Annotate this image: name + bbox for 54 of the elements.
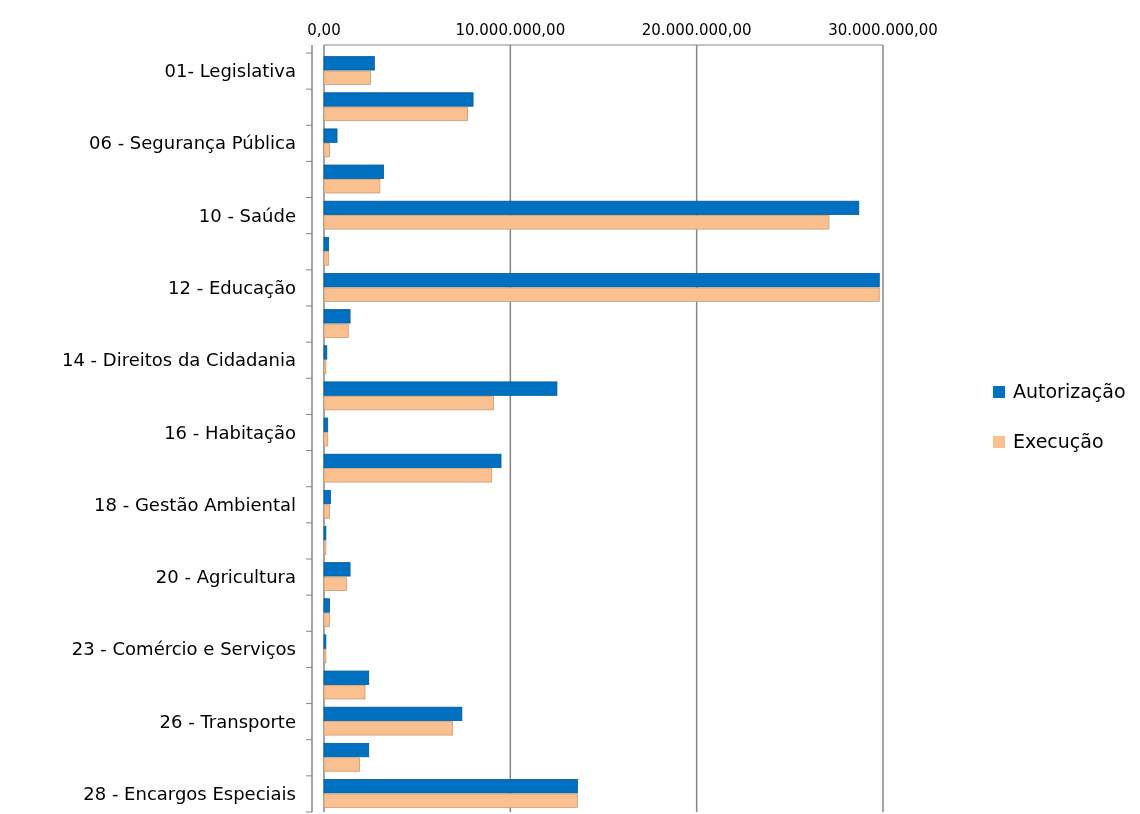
- legend-label: Execução: [1013, 430, 1104, 452]
- bar: [323, 381, 558, 396]
- bar: [323, 345, 328, 360]
- bar: [323, 742, 370, 758]
- bar: [323, 70, 371, 85]
- bar: [323, 179, 381, 194]
- bar: [323, 273, 880, 288]
- bar: [323, 417, 329, 432]
- x-tick-label: 0,00: [307, 21, 341, 39]
- y-tick-label: 06 - Segurança Pública: [89, 132, 296, 154]
- bar: [323, 309, 351, 324]
- bar: [323, 164, 385, 179]
- bar: [323, 504, 330, 519]
- y-tick-label: 23 - Comércio e Serviços: [71, 638, 296, 660]
- legend-label: Autorização: [1013, 380, 1126, 402]
- y-tick-label: 12 - Educação: [168, 276, 296, 298]
- y-tick-label: 26 - Transporte: [159, 710, 296, 732]
- bar: [323, 793, 578, 808]
- bar: [323, 576, 347, 591]
- y-tick-label: 14 - Direitos da Cidadania: [61, 349, 296, 371]
- bar: [323, 432, 329, 447]
- bar: [323, 453, 502, 469]
- bar: [323, 92, 474, 107]
- bar: [323, 106, 468, 122]
- bar: [323, 287, 880, 302]
- bar: [323, 251, 330, 266]
- bar: [323, 706, 463, 722]
- bar: [323, 142, 330, 158]
- bar: [323, 236, 330, 252]
- bar: [323, 323, 349, 338]
- bar: [323, 468, 493, 483]
- bar: [323, 721, 453, 736]
- y-tick-label: 16 - Habitação: [164, 421, 296, 443]
- bar: [323, 757, 360, 772]
- y-tick-label: 18 - Gestão Ambiental: [94, 493, 296, 515]
- bar: [323, 56, 375, 71]
- x-tick-label: 20.000.000,00: [641, 21, 752, 39]
- bar: [323, 779, 578, 794]
- x-tick-label: 10.000.000,00: [455, 21, 566, 39]
- bar: [323, 598, 330, 613]
- x-tick-label: 30.000.000,00: [828, 21, 938, 39]
- y-tick-label: 01- Legislativa: [164, 60, 296, 82]
- bar: [323, 612, 330, 628]
- bar: [323, 200, 860, 216]
- bar: [323, 395, 494, 411]
- bar: [323, 128, 338, 143]
- y-tick-label: 10 - Saúde: [198, 204, 296, 226]
- bar: [323, 685, 366, 700]
- bar: [323, 670, 370, 685]
- bar: [323, 215, 830, 230]
- bar: [323, 562, 351, 577]
- y-tick-label: 20 - Agricultura: [155, 566, 296, 588]
- y-tick-label: 28 - Encargos Especiais: [83, 782, 296, 804]
- bar: [323, 489, 331, 505]
